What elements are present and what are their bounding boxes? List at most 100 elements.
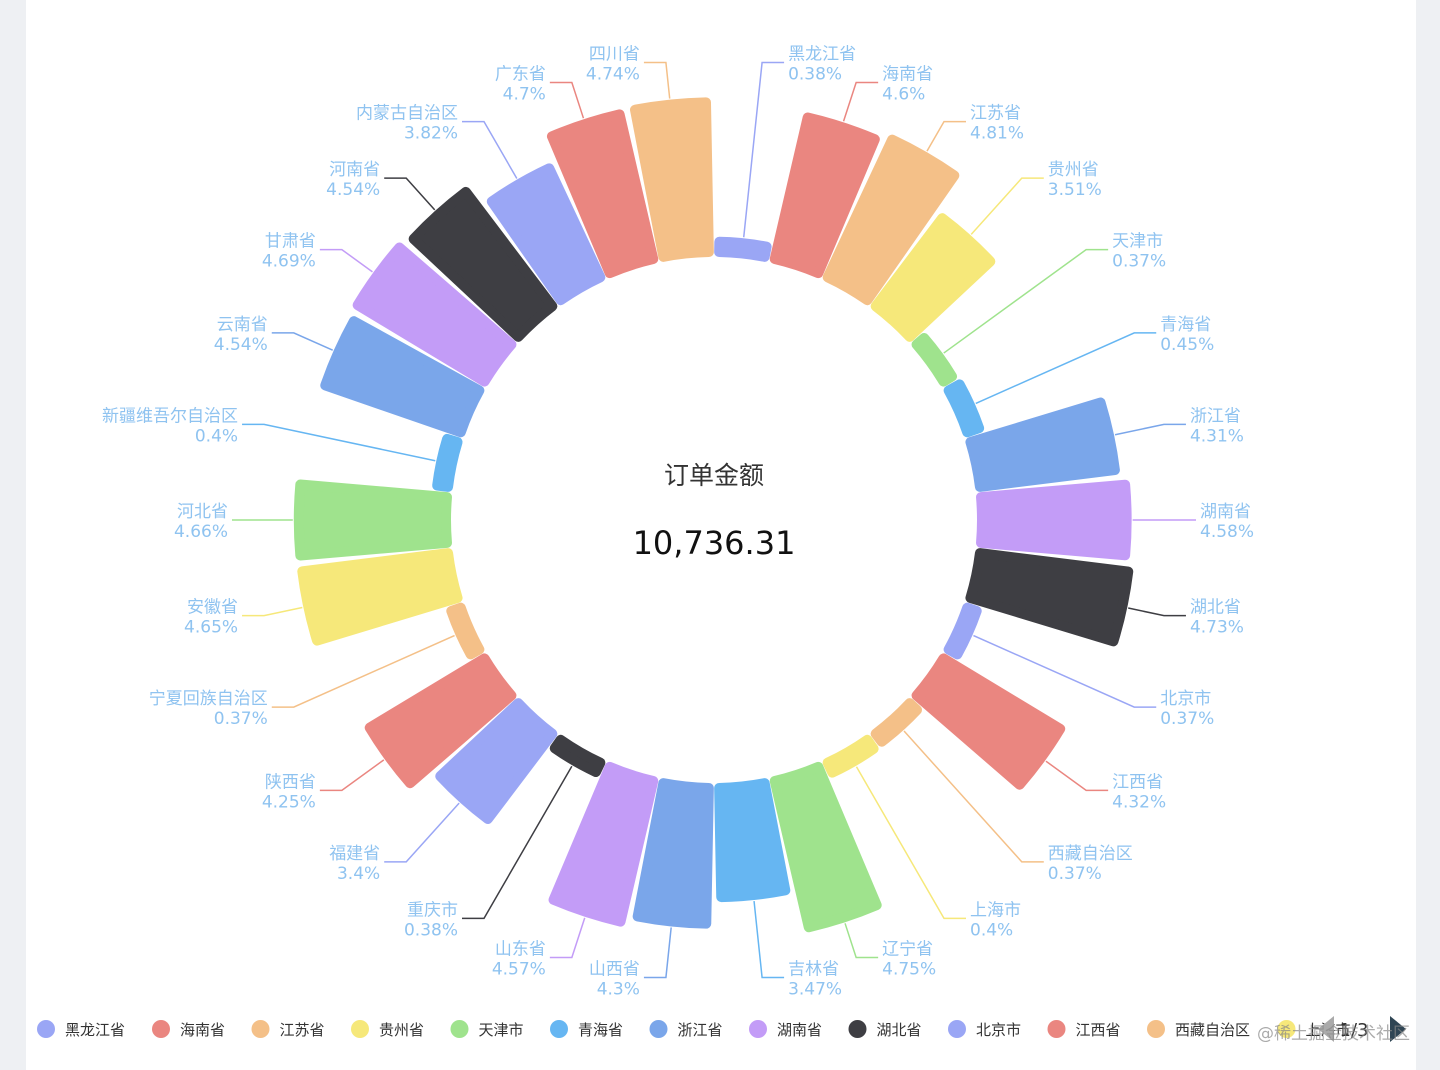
slice-15[interactable]	[714, 778, 791, 903]
slice-label-percent-6: 0.45%	[1160, 335, 1214, 355]
slice-3[interactable]	[822, 134, 960, 306]
legend-page-indicator: 1/3	[1340, 1020, 1369, 1041]
slice-label-name-15: 吉林省	[788, 959, 839, 979]
legend-item-10[interactable]: 北京市	[948, 1020, 1021, 1039]
slice-label-percent-7: 4.31%	[1190, 426, 1244, 446]
slice-label-name-25: 云南省	[217, 315, 268, 335]
legend-item-8[interactable]: 湖南省	[749, 1020, 822, 1039]
slice-label-name-1: 黑龙江省	[788, 45, 856, 65]
label-line-22	[242, 606, 303, 617]
label-line-18	[462, 765, 573, 920]
legend-label-4: 贵州省	[379, 1021, 424, 1039]
legend-item-12[interactable]: 西藏自治区	[1147, 1020, 1250, 1039]
center-title: 订单金额	[664, 461, 764, 490]
slice-label-name-13: 上海市	[970, 900, 1021, 920]
slice-26[interactable]	[352, 242, 517, 387]
slice-27[interactable]	[408, 186, 558, 342]
slice-5[interactable]	[911, 332, 958, 387]
slice-label-percent-9: 4.73%	[1190, 618, 1244, 638]
legend-item-11[interactable]: 江西省	[1047, 1020, 1121, 1039]
slice-4[interactable]	[870, 213, 996, 342]
slice-label-percent-22: 4.65%	[184, 618, 238, 638]
label-line-13	[855, 766, 966, 920]
label-line-24	[242, 423, 436, 462]
legend-marker-6	[550, 1020, 568, 1038]
slice-9[interactable]	[965, 548, 1134, 647]
slice-2[interactable]	[769, 112, 880, 279]
label-line-10	[973, 634, 1157, 708]
slice-11[interactable]	[911, 653, 1066, 790]
legend-item-6[interactable]: 青海省	[550, 1020, 623, 1039]
slice-label-name-10: 北京市	[1160, 689, 1211, 709]
label-line-16	[643, 927, 672, 979]
slice-24[interactable]	[432, 433, 463, 492]
slice-21[interactable]	[446, 602, 485, 660]
slice-label-name-9: 湖北省	[1190, 598, 1241, 618]
label-line-26	[319, 248, 373, 273]
label-line-15	[753, 900, 785, 979]
legend-marker-11	[1047, 1020, 1066, 1038]
slice-20[interactable]	[364, 653, 517, 789]
slice-8[interactable]	[976, 479, 1132, 561]
label-line-3	[926, 120, 966, 152]
slice-30[interactable]	[630, 97, 714, 262]
slice-14[interactable]	[769, 761, 882, 933]
slice-22[interactable]	[297, 548, 463, 646]
slice-label-percent-15: 3.47%	[788, 979, 842, 999]
legend-marker-12	[1147, 1020, 1165, 1038]
slice-16[interactable]	[632, 778, 714, 929]
center-value: 10,736.31	[633, 524, 796, 562]
slice-label-name-18: 重庆市	[407, 900, 458, 920]
label-line-11	[1045, 760, 1109, 792]
label-line-1	[742, 61, 785, 238]
slice-label-name-2: 海南省	[882, 65, 933, 85]
slice-label-percent-3: 4.81%	[970, 124, 1024, 144]
label-line-28	[462, 120, 518, 179]
slice-label-percent-20: 4.25%	[262, 792, 316, 812]
legend-marker-3	[251, 1020, 270, 1038]
slice-label-percent-21: 0.37%	[214, 709, 268, 729]
legend-item-2[interactable]: 海南省	[152, 1020, 225, 1039]
slice-18[interactable]	[549, 734, 606, 778]
slice-25[interactable]	[320, 316, 485, 438]
slice-label-percent-8: 4.58%	[1200, 522, 1254, 542]
slice-29[interactable]	[546, 109, 659, 279]
slice-7[interactable]	[965, 397, 1120, 492]
legend-marker-9	[848, 1020, 867, 1038]
label-line-30	[643, 61, 671, 99]
legend-item-5[interactable]: 天津市	[450, 1020, 524, 1039]
label-line-27	[384, 177, 436, 211]
slice-12[interactable]	[870, 698, 922, 747]
slice-label-percent-12: 0.37%	[1048, 864, 1102, 884]
legend-marker-5	[450, 1020, 469, 1038]
legend-marker-1	[37, 1020, 55, 1038]
slice-1[interactable]	[714, 236, 772, 262]
legend-label-9: 湖北省	[877, 1021, 922, 1039]
slice-19[interactable]	[435, 698, 558, 825]
legend-prev-arrow-icon[interactable]	[1318, 1016, 1334, 1042]
legend-item-7[interactable]: 浙江省	[649, 1020, 723, 1039]
legend-pager: 1/3	[1318, 1016, 1406, 1042]
slice-label-name-7: 浙江省	[1190, 406, 1241, 426]
legend-marker-4	[351, 1020, 369, 1038]
slice-6[interactable]	[943, 379, 985, 438]
legend-item-4[interactable]: 贵州省	[351, 1020, 424, 1039]
slice-label-name-11: 江西省	[1112, 772, 1163, 792]
legend: 黑龙江省海南省江苏省贵州省天津市青海省浙江省湖南省湖北省北京市江西省西藏自治区上…	[37, 1020, 1351, 1039]
label-line-7	[1114, 423, 1186, 436]
legend-next-arrow-icon[interactable]	[1390, 1016, 1406, 1042]
slice-label-percent-16: 4.3%	[597, 979, 640, 999]
legend-item-1[interactable]: 黑龙江省	[37, 1020, 125, 1039]
slice-label-percent-25: 4.54%	[214, 335, 268, 355]
slice-label-percent-19: 3.4%	[337, 864, 380, 884]
legend-marker-13	[1277, 1020, 1296, 1038]
slice-28[interactable]	[486, 163, 606, 306]
slice-23[interactable]	[293, 479, 452, 561]
legend-item-9[interactable]: 湖北省	[848, 1020, 922, 1039]
legend-label-3: 江苏省	[280, 1021, 325, 1039]
slice-10[interactable]	[943, 602, 982, 660]
legend-item-3[interactable]: 江苏省	[251, 1020, 325, 1039]
slice-17[interactable]	[548, 761, 659, 927]
slice-13[interactable]	[822, 734, 879, 778]
